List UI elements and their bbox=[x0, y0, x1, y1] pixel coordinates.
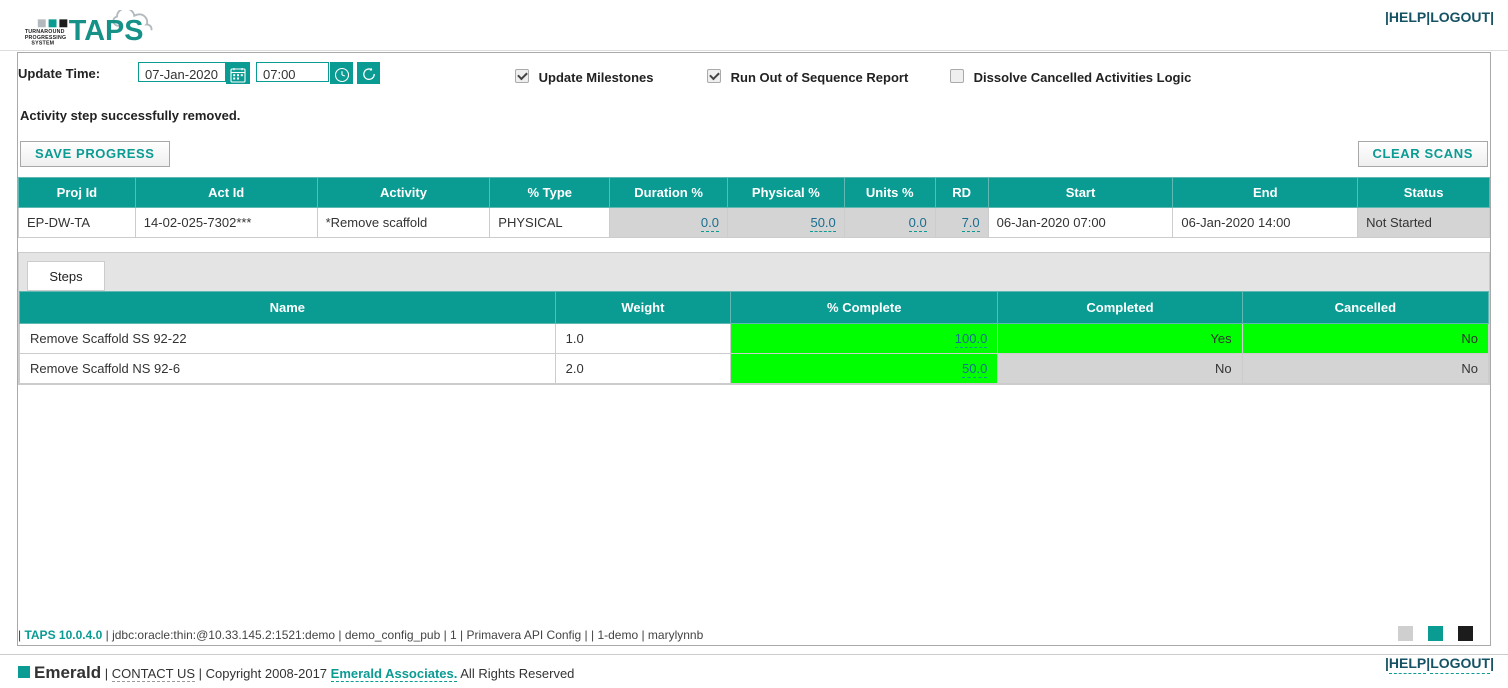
svg-text:SYSTEM: SYSTEM bbox=[31, 41, 54, 46]
svg-text:TAPS: TAPS bbox=[69, 15, 144, 46]
